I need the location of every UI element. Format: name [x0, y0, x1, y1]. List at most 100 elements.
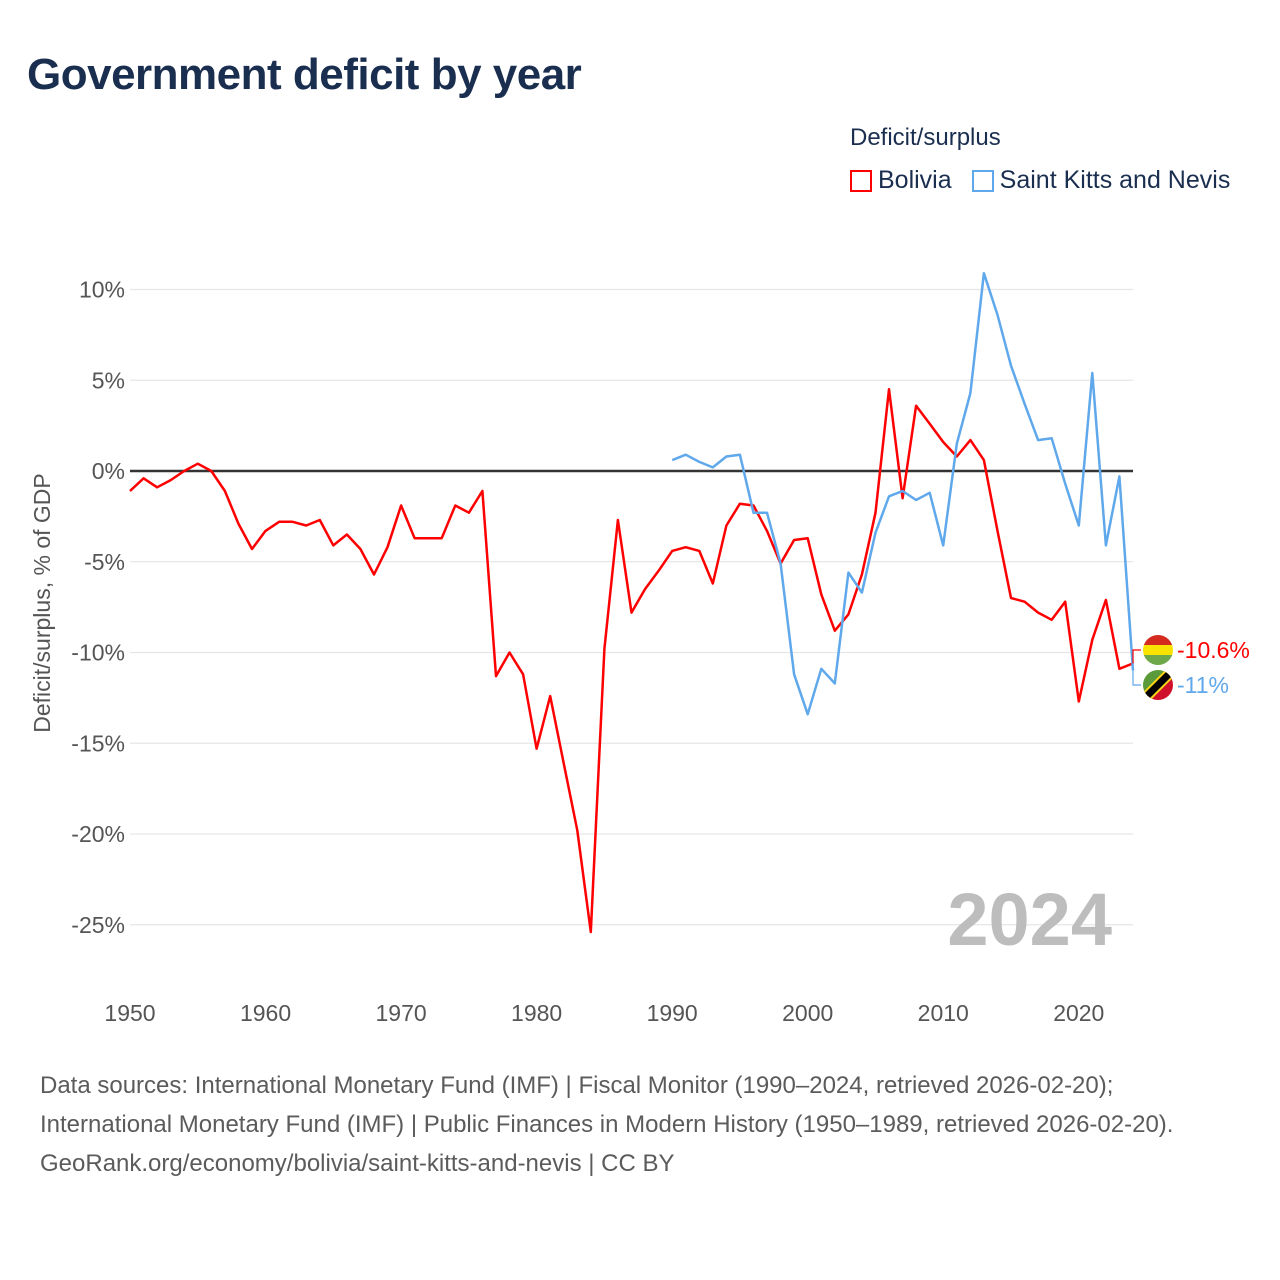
- data-point[interactable]: [533, 745, 541, 753]
- data-point[interactable]: [546, 692, 554, 700]
- data-point[interactable]: [695, 547, 703, 555]
- data-point[interactable]: [1061, 480, 1069, 488]
- data-point[interactable]: [831, 627, 839, 635]
- data-point[interactable]: [140, 474, 148, 482]
- data-point[interactable]: [790, 670, 798, 678]
- data-point[interactable]: [1034, 436, 1042, 444]
- data-point[interactable]: [966, 436, 974, 444]
- data-point[interactable]: [248, 545, 256, 553]
- data-point[interactable]: [262, 527, 270, 535]
- data-point[interactable]: [980, 456, 988, 464]
- data-point[interactable]: [1007, 594, 1015, 602]
- data-point[interactable]: [777, 560, 785, 568]
- data-point[interactable]: [858, 589, 866, 597]
- data-point[interactable]: [736, 451, 744, 459]
- data-point[interactable]: [1021, 598, 1029, 606]
- data-point[interactable]: [980, 269, 988, 277]
- data-point[interactable]: [1021, 400, 1029, 408]
- data-point[interactable]: [736, 500, 744, 508]
- series-line-bolivia[interactable]: [129, 388, 1134, 934]
- data-point[interactable]: [1034, 609, 1042, 617]
- data-point[interactable]: [180, 467, 188, 475]
- data-point[interactable]: [478, 487, 486, 495]
- data-point[interactable]: [668, 456, 676, 464]
- data-point[interactable]: [221, 487, 229, 495]
- data-point[interactable]: [912, 496, 920, 504]
- data-point[interactable]: [912, 402, 920, 410]
- data-point[interactable]: [343, 531, 351, 539]
- data-point[interactable]: [167, 476, 175, 484]
- data-point[interactable]: [289, 518, 297, 526]
- data-point[interactable]: [438, 534, 446, 542]
- data-point[interactable]: [451, 501, 459, 509]
- data-point[interactable]: [899, 494, 907, 502]
- legend-item-bolivia[interactable]: Bolivia: [850, 166, 952, 195]
- data-point[interactable]: [194, 460, 202, 468]
- data-point[interactable]: [207, 467, 215, 475]
- data-point[interactable]: [831, 679, 839, 687]
- data-point[interactable]: [641, 585, 649, 593]
- data-point[interactable]: [234, 520, 242, 528]
- data-point[interactable]: [628, 609, 636, 617]
- data-point[interactable]: [506, 649, 514, 657]
- data-point[interactable]: [885, 492, 893, 500]
- data-point[interactable]: [790, 536, 798, 544]
- data-point[interactable]: [966, 389, 974, 397]
- data-point[interactable]: [492, 672, 500, 680]
- data-point[interactable]: [749, 509, 757, 517]
- data-point[interactable]: [722, 452, 730, 460]
- data-point[interactable]: [804, 534, 812, 542]
- series-line-saint-kitts-and-nevis[interactable]: [671, 271, 1135, 716]
- data-point[interactable]: [1075, 521, 1083, 529]
- data-point[interactable]: [993, 311, 1001, 319]
- data-point[interactable]: [614, 516, 622, 524]
- data-point[interactable]: [587, 928, 595, 936]
- legend-item-saint-kitts-and-nevis[interactable]: Saint Kitts and Nevis: [971, 166, 1230, 195]
- data-point[interactable]: [1048, 434, 1056, 442]
- data-point[interactable]: [993, 527, 1001, 535]
- data-point[interactable]: [1075, 698, 1083, 706]
- data-point[interactable]: [126, 487, 134, 495]
- data-point[interactable]: [1102, 541, 1110, 549]
- data-point[interactable]: [709, 580, 717, 588]
- data-point[interactable]: [926, 489, 934, 497]
- data-point[interactable]: [655, 567, 663, 575]
- data-point[interactable]: [871, 509, 879, 517]
- data-point[interactable]: [804, 710, 812, 718]
- data-point[interactable]: [844, 610, 852, 618]
- data-point[interactable]: [682, 451, 690, 459]
- data-point[interactable]: [1102, 596, 1110, 604]
- data-point[interactable]: [1088, 636, 1096, 644]
- data-point[interactable]: [1061, 598, 1069, 606]
- data-point[interactable]: [560, 759, 568, 767]
- data-point[interactable]: [885, 385, 893, 393]
- data-point[interactable]: [1048, 616, 1056, 624]
- source-link[interactable]: GeoRank.org/economy/bolivia/saint-kitts-…: [40, 1150, 675, 1177]
- data-point[interactable]: [411, 534, 419, 542]
- data-point[interactable]: [953, 440, 961, 448]
- data-point[interactable]: [1115, 472, 1123, 480]
- data-point[interactable]: [153, 483, 161, 491]
- data-point[interactable]: [682, 543, 690, 551]
- data-point[interactable]: [1115, 665, 1123, 673]
- data-point[interactable]: [329, 541, 337, 549]
- data-point[interactable]: [763, 509, 771, 517]
- data-point[interactable]: [465, 509, 473, 517]
- data-point[interactable]: [722, 521, 730, 529]
- data-point[interactable]: [817, 665, 825, 673]
- data-point[interactable]: [899, 487, 907, 495]
- data-point[interactable]: [397, 501, 405, 509]
- data-point[interactable]: [302, 521, 310, 529]
- data-point[interactable]: [871, 529, 879, 537]
- data-point[interactable]: [519, 670, 527, 678]
- data-point[interactable]: [1007, 362, 1015, 370]
- data-point[interactable]: [939, 541, 947, 549]
- data-point[interactable]: [939, 438, 947, 446]
- data-point[interactable]: [275, 518, 283, 526]
- data-point[interactable]: [316, 516, 324, 524]
- data-point[interactable]: [370, 570, 378, 578]
- data-point[interactable]: [1088, 369, 1096, 377]
- data-point[interactable]: [844, 569, 852, 577]
- data-point[interactable]: [668, 547, 676, 555]
- data-point[interactable]: [573, 826, 581, 834]
